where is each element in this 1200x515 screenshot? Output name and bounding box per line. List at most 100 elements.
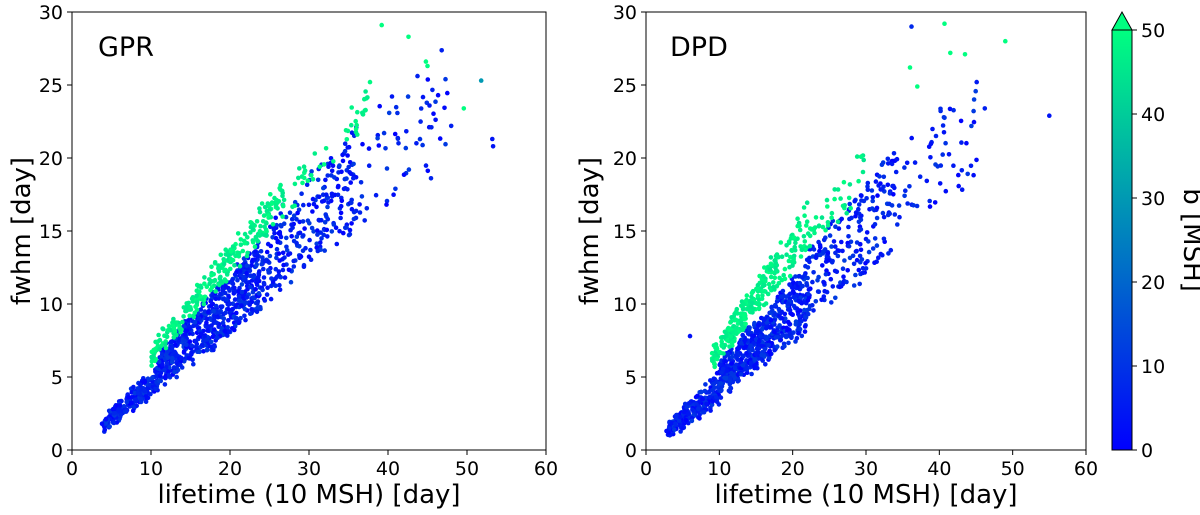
dpd-data-point <box>752 363 757 368</box>
dpd-data-point <box>747 330 752 335</box>
gpr-data-point <box>226 252 231 258</box>
gpr-data-point <box>331 159 336 164</box>
gpr-data-point <box>414 141 419 146</box>
gpr-data-point <box>273 283 278 289</box>
gpr-data-point <box>261 280 267 286</box>
dpd-data-point <box>728 320 733 325</box>
dpd-points <box>664 21 1052 438</box>
dpd-data-point <box>971 97 977 102</box>
dpd-data-point <box>784 252 789 257</box>
gpr-data-point <box>294 217 299 222</box>
gpr-data-point <box>345 145 351 150</box>
gpr-data-point <box>396 141 401 146</box>
dpd-data-point <box>760 283 766 289</box>
gpr-data-point <box>226 329 232 334</box>
dpd-data-point <box>742 313 747 319</box>
dpd-data-point <box>787 291 793 297</box>
dpd-data-point <box>710 381 716 387</box>
gpr-data-point <box>264 220 269 226</box>
gpr-data-point <box>291 238 297 244</box>
dpd-data-point <box>789 259 795 265</box>
dpd-data-point <box>932 200 938 205</box>
dpd-data-point <box>791 235 797 240</box>
dpd-data-point <box>854 240 860 245</box>
gpr-data-point <box>102 427 108 433</box>
gpr-data-point <box>425 77 431 82</box>
dpd-data-point <box>690 407 695 413</box>
dpd-y-axis-label: fwhm [day] <box>575 157 605 305</box>
gpr-data-point <box>196 316 202 321</box>
dpd-data-point <box>971 119 977 125</box>
gpr-data-point <box>348 171 354 176</box>
gpr-data-point <box>164 361 170 366</box>
gpr-data-point <box>194 293 199 299</box>
gpr-data-point <box>180 319 185 325</box>
gpr-x-tick-label: 0 <box>66 458 78 480</box>
gpr-data-point <box>138 399 144 405</box>
dpd-data-point <box>847 182 853 187</box>
gpr-data-point <box>266 270 272 275</box>
gpr-data-point <box>129 400 134 406</box>
dpd-data-point <box>689 418 695 424</box>
gpr-data-point <box>401 172 407 177</box>
gpr-data-point <box>255 239 261 244</box>
gpr-data-point <box>323 212 329 217</box>
gpr-data-point <box>322 220 328 225</box>
dpd-data-point <box>714 399 720 405</box>
gpr-data-point <box>280 214 285 219</box>
gpr-data-point <box>349 105 355 110</box>
gpr-data-point <box>339 198 345 204</box>
gpr-data-point <box>182 338 187 344</box>
gpr-data-point <box>259 261 265 267</box>
gpr-data-point <box>430 87 435 93</box>
dpd-data-point <box>850 253 856 259</box>
gpr-data-point <box>191 314 197 320</box>
dpd-data-point <box>823 271 829 277</box>
gpr-data-point <box>164 334 170 340</box>
dpd-data-point <box>835 253 841 259</box>
dpd-data-point <box>803 247 808 253</box>
gpr-data-point <box>205 328 210 333</box>
gpr-data-point <box>264 229 269 234</box>
gpr-data-point <box>284 248 290 253</box>
dpd-data-point <box>740 332 745 338</box>
dpd-data-point <box>813 215 819 220</box>
dpd-x-tick-label: 10 <box>707 458 731 480</box>
gpr-data-point <box>260 255 265 260</box>
gpr-data-point <box>239 289 245 295</box>
gpr-data-point <box>333 225 339 230</box>
dpd-data-point <box>905 201 910 206</box>
gpr-data-point <box>268 243 274 249</box>
dpd-data-point <box>872 236 878 241</box>
dpd-data-point <box>820 263 825 268</box>
dpd-data-point <box>749 333 755 339</box>
gpr-data-point <box>445 90 450 96</box>
dpd-data-point <box>837 284 843 290</box>
dpd-data-point <box>820 224 826 230</box>
dpd-data-point <box>854 248 859 254</box>
dpd-data-point <box>805 231 811 236</box>
dpd-data-point <box>956 183 961 189</box>
dpd-data-point <box>858 247 864 253</box>
gpr-data-point <box>261 275 267 280</box>
gpr-data-point <box>223 267 228 273</box>
dpd-data-point <box>794 306 800 311</box>
dpd-data-point <box>739 321 744 326</box>
gpr-data-point <box>177 324 182 329</box>
gpr-data-point <box>329 229 335 234</box>
dpd-y-tick-label: 30 <box>613 2 637 24</box>
dpd-data-point <box>856 219 862 225</box>
gpr-data-point <box>302 226 307 231</box>
gpr-data-point <box>281 262 286 268</box>
gpr-data-point <box>263 233 268 238</box>
gpr-data-point <box>404 129 409 134</box>
gpr-data-point <box>346 164 352 170</box>
gpr-data-point <box>301 175 307 181</box>
dpd-data-point <box>773 260 778 266</box>
gpr-data-point <box>326 164 331 169</box>
gpr-data-point <box>238 242 244 247</box>
dpd-data-point <box>833 295 838 301</box>
gpr-data-point <box>423 59 429 64</box>
dpd-data-point <box>763 278 768 284</box>
dpd-data-point <box>743 344 748 350</box>
